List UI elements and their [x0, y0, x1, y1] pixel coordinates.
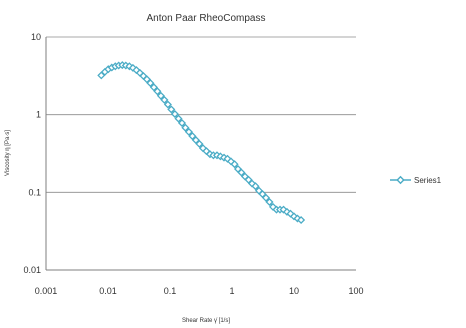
data-point — [191, 136, 200, 145]
data-point — [181, 123, 190, 132]
legend-label: Series1 — [414, 176, 442, 185]
tick-labels: 0.01 0.1 1 10 0.001 0.01 0.1 1 10 100 — [23, 32, 363, 296]
data-point — [195, 139, 204, 148]
data-point — [167, 105, 176, 114]
data-point — [170, 109, 179, 119]
x-tick-label: 0.1 — [164, 286, 177, 296]
data-point — [153, 87, 162, 96]
data-point — [149, 83, 158, 92]
y-axis-label: Viscosity η [Pa·s] — [5, 130, 11, 176]
data-point — [142, 75, 151, 84]
data-point — [265, 197, 274, 207]
data-point — [251, 182, 260, 191]
legend: Series1 — [390, 175, 442, 185]
x-tick-label: 0.01 — [99, 286, 117, 296]
series-layer — [97, 61, 306, 225]
x-tick-label: 10 — [289, 286, 299, 296]
data-point — [146, 79, 155, 88]
data-point — [188, 132, 197, 141]
x-tick-label: 100 — [348, 286, 363, 296]
y-tick-label: 1 — [36, 110, 41, 120]
chart-title: Anton Paar RheoCompass — [147, 13, 266, 24]
data-point — [237, 168, 246, 177]
data-point — [177, 118, 187, 128]
data-point — [258, 190, 267, 199]
data-point — [230, 160, 239, 169]
legend-marker-icon — [396, 175, 405, 185]
x-axis-label: Shear Rate γ̇ [1/s] — [182, 318, 230, 324]
data-point — [156, 91, 165, 100]
y-tick-label: 10 — [31, 32, 41, 42]
y-tick-label: 0.1 — [28, 187, 41, 197]
data-point — [184, 127, 193, 136]
x-tick-label: 1 — [229, 286, 234, 296]
data-point — [297, 215, 306, 225]
x-tick-label: 0.001 — [35, 286, 58, 296]
gridlines — [46, 36, 356, 193]
data-point — [160, 95, 169, 104]
data-point — [163, 100, 172, 109]
data-point — [174, 114, 183, 123]
y-tick-label: 0.01 — [23, 265, 41, 275]
data-point — [261, 193, 271, 202]
